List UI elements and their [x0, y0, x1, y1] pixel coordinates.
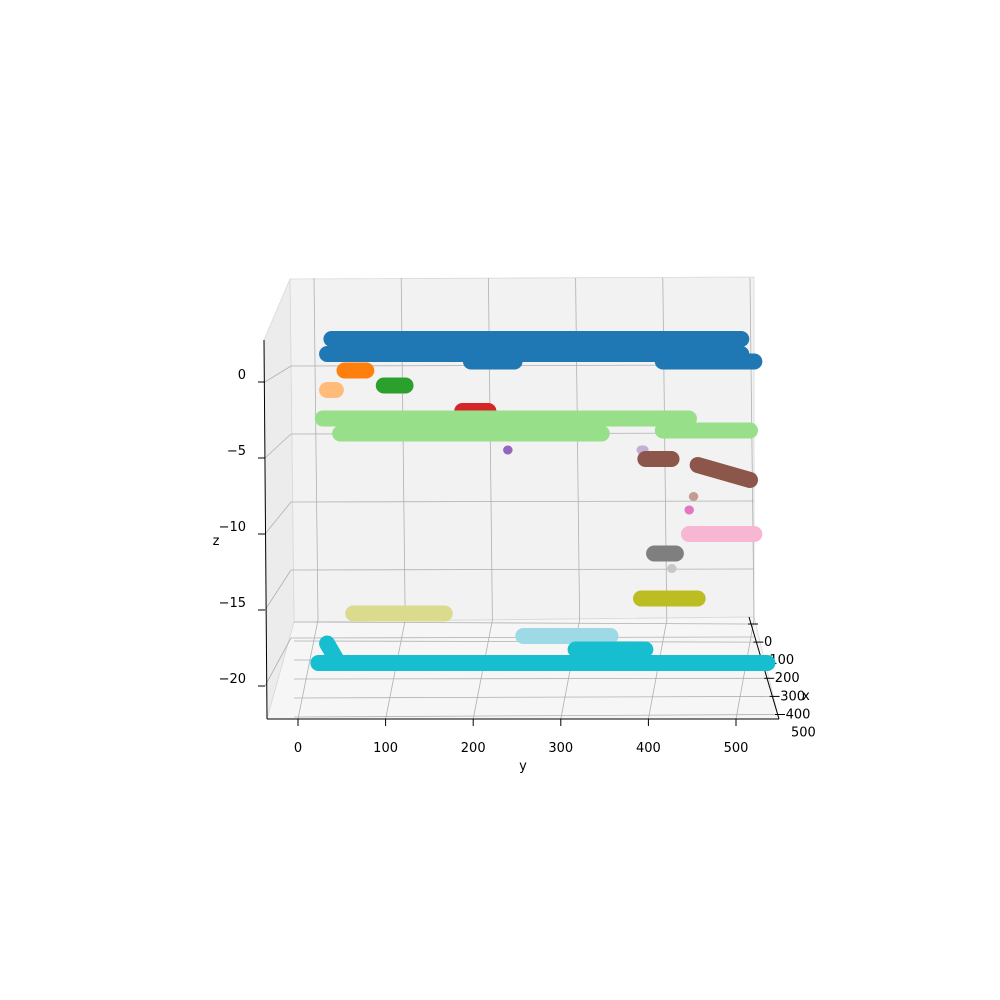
x-tick-label: 200 [775, 671, 800, 686]
grid-line-x [293, 677, 765, 680]
z-axis-line [263, 339, 268, 720]
grid-line-x [293, 714, 776, 718]
grid-line-z-left [264, 433, 292, 459]
grid-line-z-left [264, 365, 292, 383]
x-tick-label: 400 [786, 707, 811, 722]
y-axis-label: y [519, 759, 527, 774]
x-axis-label: x [802, 689, 810, 704]
y-tick-label: 400 [636, 741, 661, 756]
grid-line-z-left [264, 569, 292, 611]
x-tick-label: 500 [791, 726, 816, 741]
z-tick-label: −10 [219, 520, 246, 535]
grid-line-z [290, 568, 755, 571]
x-tick-label: 100 [769, 653, 794, 668]
x-tick-label: 0 [764, 635, 772, 650]
grid-line-z-left [264, 637, 292, 687]
y-tick-label: 300 [548, 741, 573, 756]
grid-line-y [749, 277, 755, 621]
y-tick-label: 100 [373, 741, 398, 756]
y-tick-label: 500 [724, 741, 749, 756]
z-tick-label: −15 [219, 596, 246, 611]
grid-line-z [290, 500, 755, 503]
grid-line-z-left [264, 501, 292, 535]
z-axis-label: z [213, 534, 220, 549]
tick-marks: 0 100 200 300 400 500 0 −5 −10 −15 −20 0 100 200 300 40… [219, 368, 816, 756]
grid-line-x [293, 621, 749, 625]
z-tick-label: −20 [219, 672, 246, 687]
z-tick-label: 0 [238, 368, 246, 383]
grid-line-y-floor [297, 619, 319, 720]
x-tick-label: 300 [780, 689, 805, 704]
y-tick-label: 0 [294, 741, 302, 756]
y-tick-label: 200 [461, 741, 486, 756]
z-tick-label: −5 [227, 444, 246, 459]
cluster-8-stroke-1 [689, 457, 758, 488]
grid-line-y [313, 277, 319, 621]
data-clusters [310, 331, 776, 671]
grid-line-x [293, 696, 770, 699]
